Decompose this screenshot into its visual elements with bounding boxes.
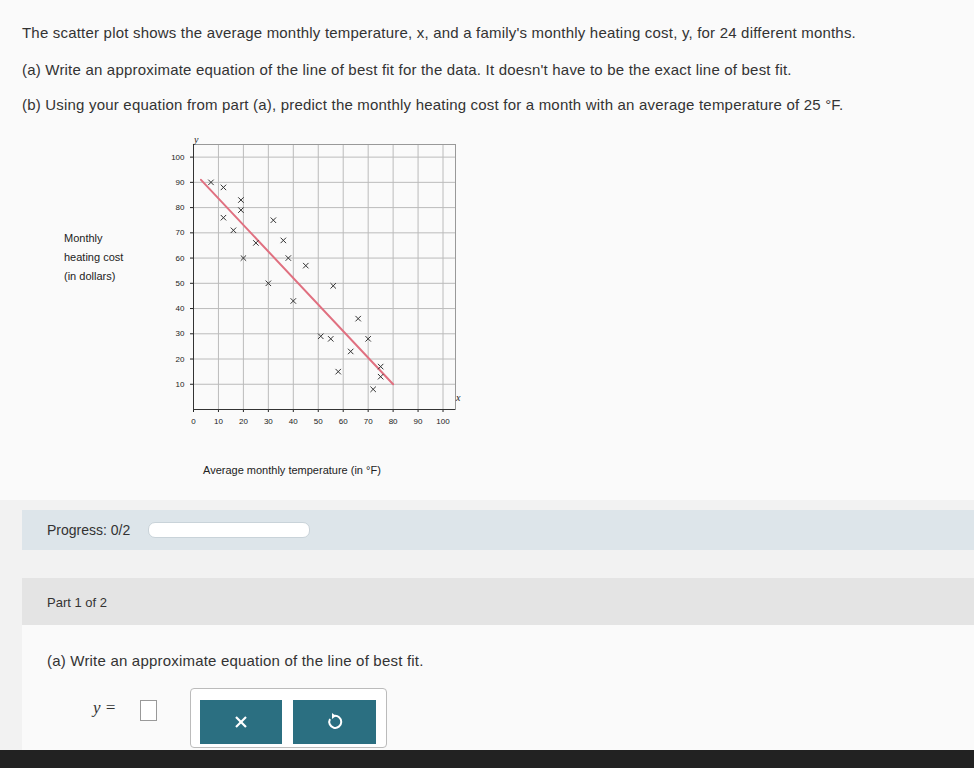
html-text:(a) Write an approximate equat: (a) Write an approximate equation of the…	[47, 652, 424, 669]
svg-text:70: 70	[364, 417, 373, 426]
html-text:y: y	[194, 134, 199, 145]
svg-text:30: 30	[176, 329, 185, 338]
svg-text:10: 10	[214, 417, 223, 426]
svg-text:50: 50	[176, 279, 185, 288]
svg-text:60: 60	[339, 417, 348, 426]
html-text:Progress: 0/2: Progress: 0/2	[47, 522, 131, 538]
html-text:Monthly: Monthly	[64, 232, 103, 244]
html-text:x: x	[456, 392, 461, 403]
html-text:Average monthly temperature (i: Average monthly temperature (in °F)	[203, 464, 381, 476]
html-text:(a) Write an approximate equat: (a) Write an approximate equation of the…	[22, 61, 792, 78]
html-text:The scatter plot shows the ave: The scatter plot shows the average month…	[22, 24, 856, 41]
svg-text:80: 80	[389, 417, 398, 426]
html-text:heating cost: heating cost	[64, 251, 124, 263]
html-text:(in dollars): (in dollars)	[64, 270, 116, 282]
svg-text:70: 70	[176, 228, 185, 237]
svg-text:80: 80	[176, 203, 185, 212]
html-text:y =: y =	[93, 698, 117, 717]
svg-text:20: 20	[239, 417, 248, 426]
svg-text:90: 90	[414, 417, 423, 426]
svg-text:40: 40	[176, 304, 185, 313]
svg-text:20: 20	[176, 355, 185, 364]
svg-text:50: 50	[314, 417, 323, 426]
svg-text:10: 10	[176, 380, 185, 389]
html-text:Part 1 of 2: Part 1 of 2	[47, 595, 107, 610]
svg-text:40: 40	[289, 417, 298, 426]
svg-text:90: 90	[176, 178, 185, 187]
html-text:(b) Using your equation from p: (b) Using your equation from part (a), p…	[22, 96, 844, 113]
svg-text:100: 100	[171, 153, 185, 162]
svg-text:60: 60	[176, 254, 185, 263]
svg-text:30: 30	[264, 417, 273, 426]
svg-text:100: 100	[436, 417, 450, 426]
svg-text:0: 0	[191, 417, 196, 426]
